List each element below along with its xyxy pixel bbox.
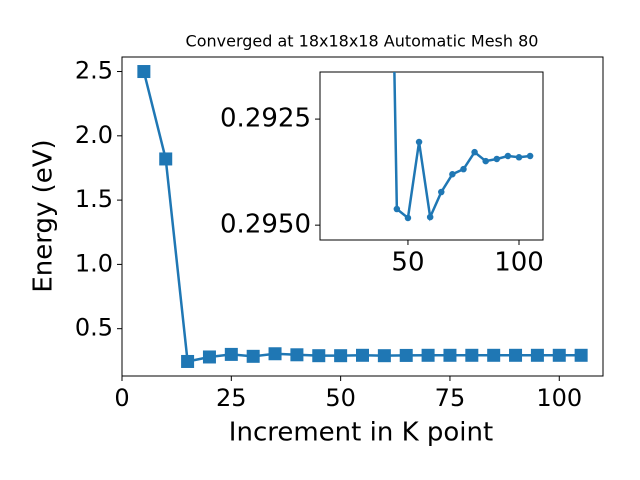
x-tick-label: 75 (435, 384, 466, 412)
marker (465, 348, 479, 362)
y-tick-label: 2.0 (75, 121, 113, 149)
marker (399, 348, 413, 362)
marker (181, 354, 195, 368)
marker (471, 148, 478, 156)
x-tick-label: 50 (391, 248, 424, 278)
marker (460, 165, 467, 173)
marker (552, 348, 566, 362)
series (137, 65, 588, 368)
y-tick-label: 1.5 (75, 185, 113, 213)
marker (290, 348, 304, 362)
y-tick-label: 2.5 (75, 57, 113, 85)
marker (526, 152, 534, 160)
x-tick-label: 0 (114, 384, 129, 412)
marker (426, 213, 434, 221)
series (393, 72, 534, 222)
marker (415, 138, 423, 146)
marker (202, 350, 216, 364)
x-axis-label: Increment in K point (229, 418, 493, 448)
y-tick-label: 0.5 (75, 314, 113, 342)
marker (504, 152, 512, 160)
x-tick-label: 100 (494, 248, 544, 278)
marker (482, 157, 489, 165)
x-tick-label: 100 (536, 384, 582, 412)
y-tick-label: 1.0 (75, 249, 113, 277)
marker (404, 214, 412, 222)
marker (393, 205, 401, 213)
marker (530, 348, 544, 362)
marker (421, 348, 435, 362)
marker (268, 347, 282, 361)
marker (574, 348, 588, 362)
chart-title: Converged at 18x18x18 Automatic Mesh 80 (186, 32, 539, 51)
marker (224, 347, 238, 361)
marker (487, 348, 501, 362)
marker (443, 348, 457, 362)
marker (449, 170, 456, 178)
y-tick-label: 0.2950 (220, 210, 311, 240)
marker (493, 155, 501, 163)
marker (159, 152, 173, 166)
marker (137, 65, 151, 79)
marker (246, 349, 260, 363)
y-tick-label: 0.2925 (220, 104, 311, 134)
marker (438, 188, 445, 196)
marker (509, 348, 523, 362)
marker (377, 349, 391, 363)
marker (356, 348, 369, 362)
marker (334, 349, 348, 363)
x-tick-label: 25 (216, 384, 247, 412)
marker (312, 349, 326, 363)
y-axis-label: Energy (eV) (29, 139, 59, 292)
marker (515, 154, 523, 161)
x-tick-label: 50 (325, 384, 356, 412)
